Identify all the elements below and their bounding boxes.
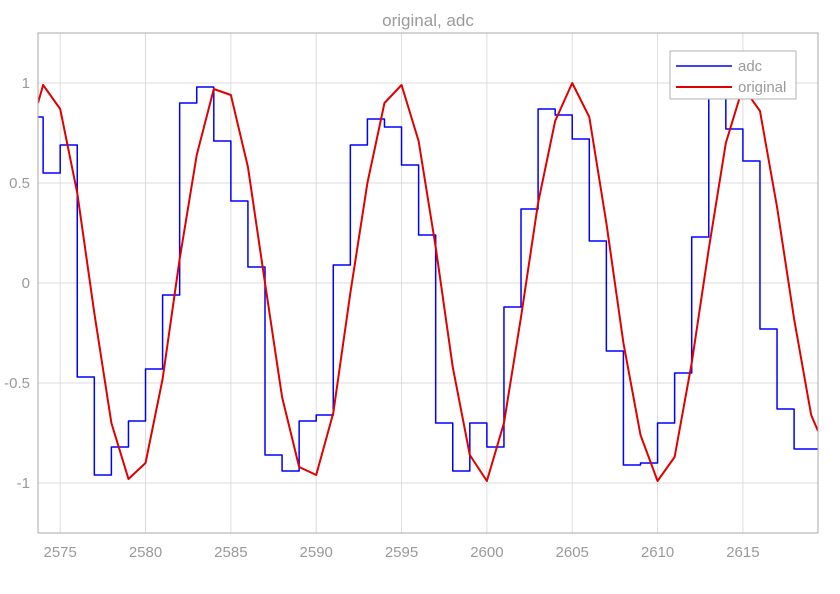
chart-title: original, adc [382,11,474,30]
tick-labels: 2575 2580 2585 2590 2595 2600 2605 2610 2615 1 0.5… [4,75,759,561]
x-tick-label: 2575 [44,544,77,561]
series-layer [38,82,818,482]
x-tick-label: 2580 [129,544,162,561]
legend: adc original [669,50,797,100]
x-tick-label: 2615 [726,544,759,561]
y-tick-label: -0.5 [4,375,30,392]
x-tick-label: 2600 [470,544,503,561]
x-tick-label: 2595 [385,544,418,561]
plot-frame [37,32,819,534]
x-tick-label: 2605 [556,544,589,561]
legend-box [669,50,797,100]
y-tick-label: 0.5 [9,175,30,192]
x-tick-label: 2585 [214,544,247,561]
y-tick-label: 0 [22,275,30,292]
y-tick-label: -1 [17,475,30,492]
series-original-line [38,82,818,482]
series-adc-line [38,86,818,476]
x-tick-label: 2590 [300,544,333,561]
y-tick-label: 1 [22,75,30,92]
x-tick-label: 2610 [641,544,674,561]
legend-label-original: original [738,79,786,96]
legend-label-adc: adc [738,58,763,75]
